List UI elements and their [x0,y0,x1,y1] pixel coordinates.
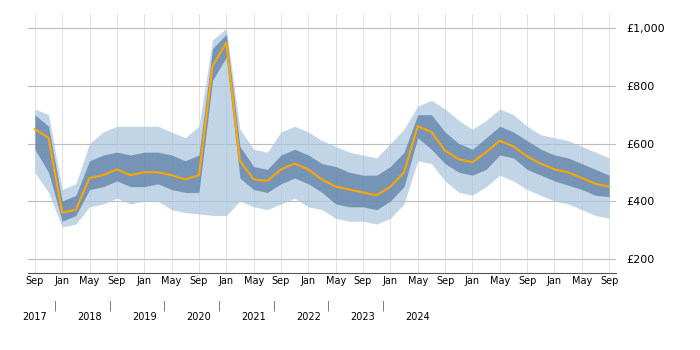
Text: 2017: 2017 [22,312,47,322]
Text: 2019: 2019 [132,312,157,322]
Text: |: | [108,301,112,311]
Text: |: | [272,301,276,311]
Legend: Median, 25th to 75th Percentile Range, 10th to 90th Percentile Range: Median, 25th to 75th Percentile Range, 1… [72,348,513,350]
Text: 2023: 2023 [351,312,375,322]
Text: |: | [218,301,221,311]
Text: 2022: 2022 [296,312,321,322]
Text: 2018: 2018 [77,312,102,322]
Text: |: | [163,301,167,311]
Text: |: | [54,301,57,311]
Text: 2020: 2020 [187,312,211,322]
Text: |: | [327,301,330,311]
Text: 2024: 2024 [405,312,430,322]
Text: |: | [382,301,385,311]
Text: 2021: 2021 [241,312,266,322]
